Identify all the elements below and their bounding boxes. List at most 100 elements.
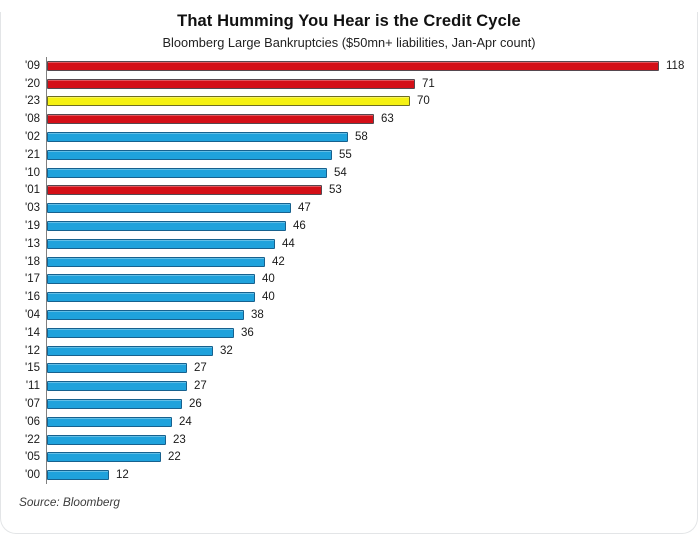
value-label: 32 [220, 344, 233, 357]
chart-title: That Humming You Hear is the Credit Cycl… [177, 12, 521, 30]
bar-row: '22 23 [1, 430, 697, 449]
value-label: 26 [189, 398, 202, 411]
bar-track: 27 [46, 377, 697, 396]
bar-row: '05 22 [1, 448, 697, 467]
bar-row: '09 118 [1, 57, 697, 75]
bar-21-blue [47, 149, 332, 160]
bar-row: '12 32 [1, 341, 697, 360]
value-label: 58 [355, 131, 368, 144]
bar-row: '15 27 [1, 359, 697, 378]
year-label: '17 [25, 273, 40, 286]
bar-17-blue [47, 274, 255, 285]
year-label: '05 [25, 451, 40, 464]
value-label: 40 [262, 291, 275, 304]
bar-04-blue [47, 310, 244, 321]
value-label: 118 [666, 59, 685, 72]
value-label: 36 [241, 326, 254, 339]
value-label: 22 [168, 451, 181, 464]
year-label: '08 [25, 113, 40, 126]
year-label: '21 [25, 148, 40, 161]
bar-11-blue [47, 381, 187, 392]
year-label: '14 [25, 326, 40, 339]
bar-16-blue [47, 292, 255, 303]
bar-track: 24 [46, 412, 697, 431]
value-label: 27 [194, 380, 207, 393]
chart-card: That Humming You Hear is the Credit Cycl… [0, 12, 698, 534]
bar-13-blue [47, 238, 275, 249]
bar-02-blue [47, 132, 348, 143]
year-label: '15 [25, 362, 40, 375]
bar-row: '00 12 [1, 466, 697, 485]
bar-track: 58 [46, 128, 697, 146]
chart-subtitle: Bloomberg Large Bankruptcies ($50mn+ lia… [162, 35, 536, 50]
bar-track: 54 [46, 163, 697, 182]
value-label: 44 [282, 237, 295, 250]
bar-row: '23 70 [1, 92, 697, 111]
bar-row: '07 26 [1, 395, 697, 413]
bar-row: '21 55 [1, 145, 697, 164]
year-label: '06 [25, 415, 40, 428]
value-label: 38 [251, 309, 264, 322]
year-label: '04 [25, 309, 40, 322]
bar-12-blue [47, 345, 213, 356]
bar-row: '08 63 [1, 110, 697, 129]
value-label: 54 [334, 166, 347, 179]
bar-track: 70 [46, 92, 697, 111]
bar-22-blue [47, 434, 166, 445]
bar-row: '04 38 [1, 306, 697, 324]
value-label: 40 [262, 273, 275, 286]
bar-track: 63 [46, 110, 697, 129]
bar-row: '14 36 [1, 323, 697, 342]
bar-row: '20 71 [1, 74, 697, 93]
year-label: '18 [25, 255, 40, 268]
value-label: 23 [173, 433, 186, 446]
bar-track: 38 [46, 306, 697, 324]
bar-20-red [47, 78, 415, 89]
bar-03-blue [47, 203, 291, 214]
bar-row: '06 24 [1, 412, 697, 431]
bar-track: 40 [46, 270, 697, 289]
bar-row: '16 40 [1, 288, 697, 307]
bar-track: 23 [46, 430, 697, 449]
year-label: '23 [25, 95, 40, 108]
bar-track: 118 [46, 57, 697, 75]
year-label: '09 [25, 59, 40, 72]
year-label: '19 [25, 220, 40, 233]
bar-row: '13 44 [1, 234, 697, 253]
bar-row: '11 27 [1, 377, 697, 396]
bar-track: 40 [46, 288, 697, 307]
value-label: 53 [329, 184, 342, 197]
value-label: 24 [179, 415, 192, 428]
year-label: '07 [25, 398, 40, 411]
bar-track: 55 [46, 145, 697, 164]
value-label: 71 [422, 77, 435, 90]
year-label: '11 [25, 380, 40, 393]
bar-track: 12 [46, 466, 697, 485]
bar-row: '03 47 [1, 199, 697, 218]
bar-18-blue [47, 256, 265, 267]
year-label: '02 [25, 131, 40, 144]
value-label: 42 [272, 255, 285, 268]
value-label: 70 [417, 95, 430, 108]
bar-09-red [47, 60, 659, 71]
value-label: 63 [381, 113, 394, 126]
bar-track: 42 [46, 252, 697, 271]
bar-row: '18 42 [1, 252, 697, 271]
bar-01-red [47, 185, 322, 196]
bar-row: '17 40 [1, 270, 697, 289]
bar-07-blue [47, 399, 182, 410]
year-label: '20 [25, 77, 40, 90]
source-note: Source: Bloomberg [19, 495, 120, 509]
year-label: '22 [25, 433, 40, 446]
bar-14-blue [47, 327, 234, 338]
bar-track: 32 [46, 341, 697, 360]
year-label: '03 [25, 202, 40, 215]
bar-row: '10 54 [1, 163, 697, 182]
bar-08-red [47, 114, 374, 125]
value-label: 27 [194, 362, 207, 375]
bar-track: 36 [46, 323, 697, 342]
bar-23-yellow [47, 96, 410, 107]
bar-track: 53 [46, 181, 697, 200]
bar-05-blue [47, 452, 161, 463]
value-label: 12 [116, 469, 129, 482]
